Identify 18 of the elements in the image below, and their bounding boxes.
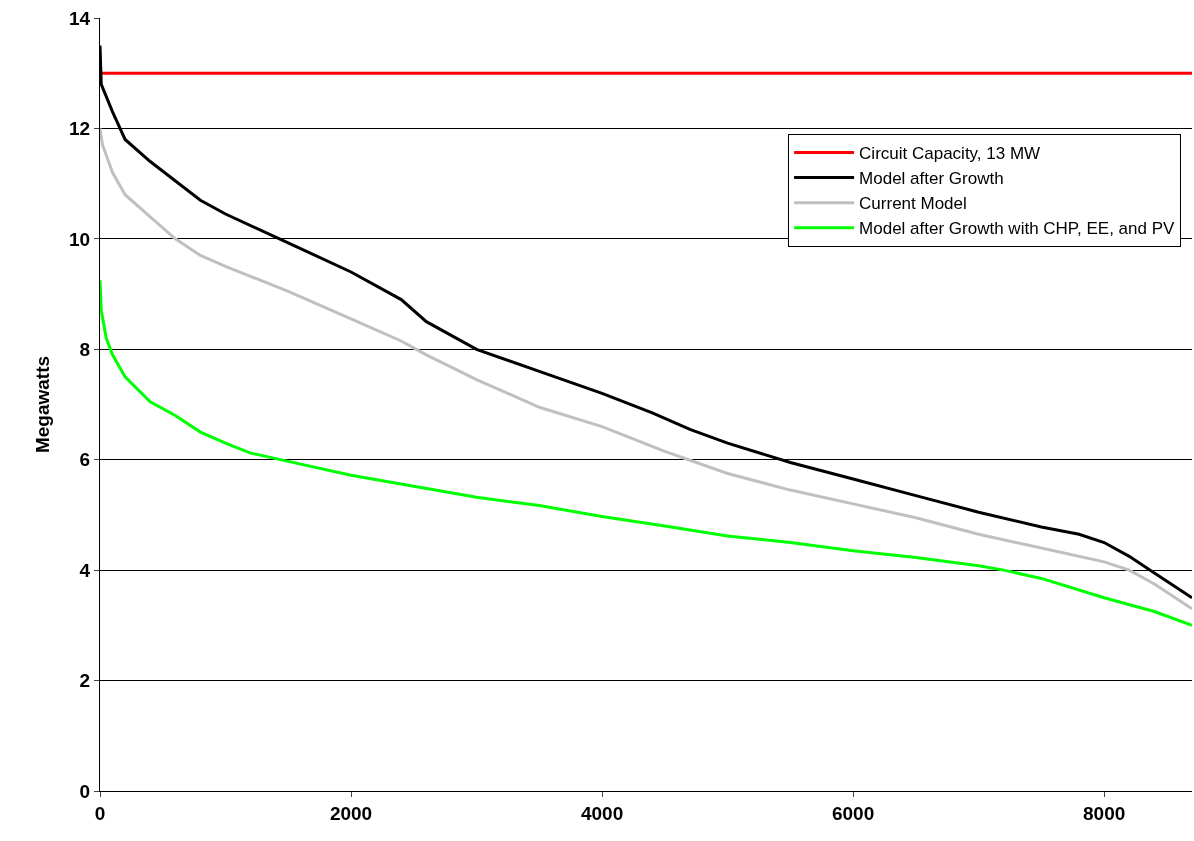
y-tick-label: 8: [79, 338, 91, 360]
y-tick-label: 2: [79, 670, 91, 692]
legend-label: Circuit Capacity, 13 MW: [859, 144, 1041, 164]
legend-label: Model after Growth: [859, 169, 1004, 189]
x-tick-label: 2000: [329, 802, 373, 824]
x-tick-label: 6000: [831, 802, 875, 824]
x-tick-label: 4000: [580, 802, 624, 824]
y-tick-label: 12: [69, 118, 91, 140]
y-tick-label: 10: [69, 228, 91, 250]
legend-label: Current Model: [859, 194, 967, 214]
x-tick-label: 8000: [1083, 802, 1126, 824]
y-tick-label: 4: [79, 559, 91, 581]
x-tick-label: 0: [94, 802, 106, 824]
y-tick-label: 0: [79, 780, 91, 802]
y-tick-label: 6: [79, 449, 91, 471]
y-axis-title: Megawatts: [31, 355, 53, 454]
legend-label: Model after Growth with CHP, EE, and PV: [859, 219, 1176, 239]
y-tick-label: 14: [69, 7, 91, 29]
